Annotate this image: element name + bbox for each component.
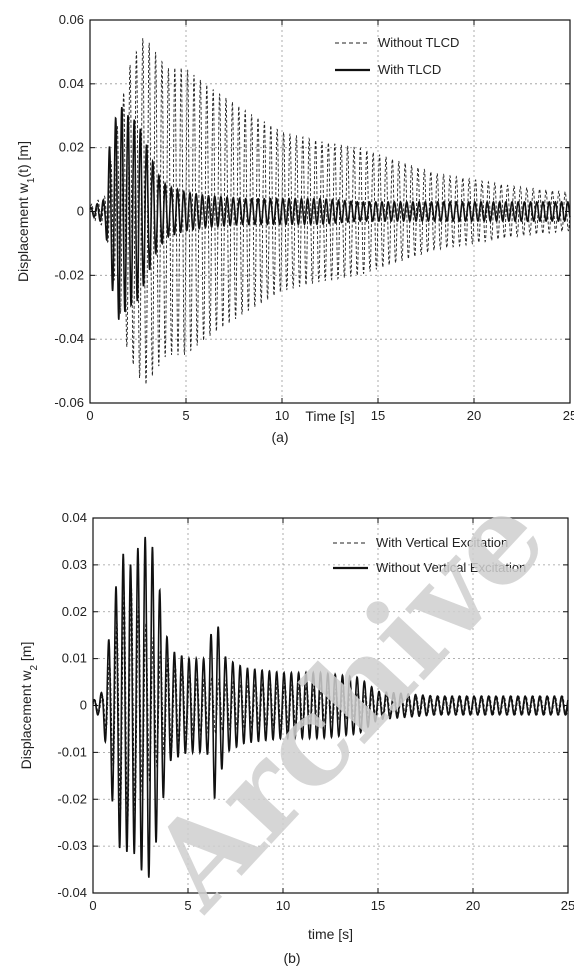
legend-label-2: With TLCD <box>378 62 441 77</box>
y-tick-label: 0 <box>80 698 87 713</box>
y-tick-label: -0.04 <box>57 885 87 900</box>
y-tick-label: -0.02 <box>57 791 87 806</box>
x-tick-label: 20 <box>467 408 481 423</box>
x-tick-label: 0 <box>89 898 96 913</box>
legend-label-2: Without Vertical Excitation <box>376 560 526 575</box>
x-axis-label: Time [s] <box>305 408 354 424</box>
chart-panel-b: 0 5 10 15 20 25 -0.04 -0.03 -0.02 -0.01 0 0.01 0.02 0… <box>18 510 574 942</box>
series-line-2 <box>92 536 569 878</box>
y-tick-label: 0.02 <box>59 140 84 155</box>
caption-b: (b) <box>283 950 300 966</box>
y-tick-label: -0.01 <box>57 744 87 759</box>
y-tick-label: -0.06 <box>54 395 84 410</box>
x-tick-label: 25 <box>563 408 574 423</box>
y-tick-label: 0.04 <box>59 76 84 91</box>
legend-label-1: Without TLCD <box>378 35 459 50</box>
x-tick-label: 10 <box>275 408 289 423</box>
x-tick-label: 15 <box>371 408 385 423</box>
caption-a: (a) <box>271 429 288 445</box>
x-tick-label: 15 <box>371 898 385 913</box>
y-tick-label: 0.04 <box>62 510 87 525</box>
legend-label-1: With Vertical Excitation <box>376 535 508 550</box>
series-line-2 <box>89 106 571 320</box>
y-tick-label: 0.06 <box>59 12 84 27</box>
y-axis-label: Displacement w1(t) [m] <box>15 141 37 282</box>
chart-panel-a: 0 5 10 15 20 25 -0.06 -0.04 -0.02 0 0.02 0.04 0.06 Ti… <box>15 12 574 424</box>
y-tick-label: 0.01 <box>62 651 87 666</box>
y-tick-label: 0 <box>77 204 84 219</box>
x-axis-label: time [s] <box>308 926 353 942</box>
y-tick-label: 0.02 <box>62 604 87 619</box>
x-tick-label: 20 <box>466 898 480 913</box>
y-tick-label: -0.03 <box>57 838 87 853</box>
y-tick-label: -0.04 <box>54 331 84 346</box>
x-tick-label: 5 <box>184 898 191 913</box>
x-tick-label: 10 <box>276 898 290 913</box>
x-tick-label: 25 <box>561 898 574 913</box>
x-tick-label: 0 <box>86 408 93 423</box>
y-tick-label: 0.03 <box>62 557 87 572</box>
y-tick-label: -0.02 <box>54 267 84 282</box>
x-tick-label: 5 <box>182 408 189 423</box>
y-axis-label: Displacement w2 [m] <box>18 642 40 770</box>
